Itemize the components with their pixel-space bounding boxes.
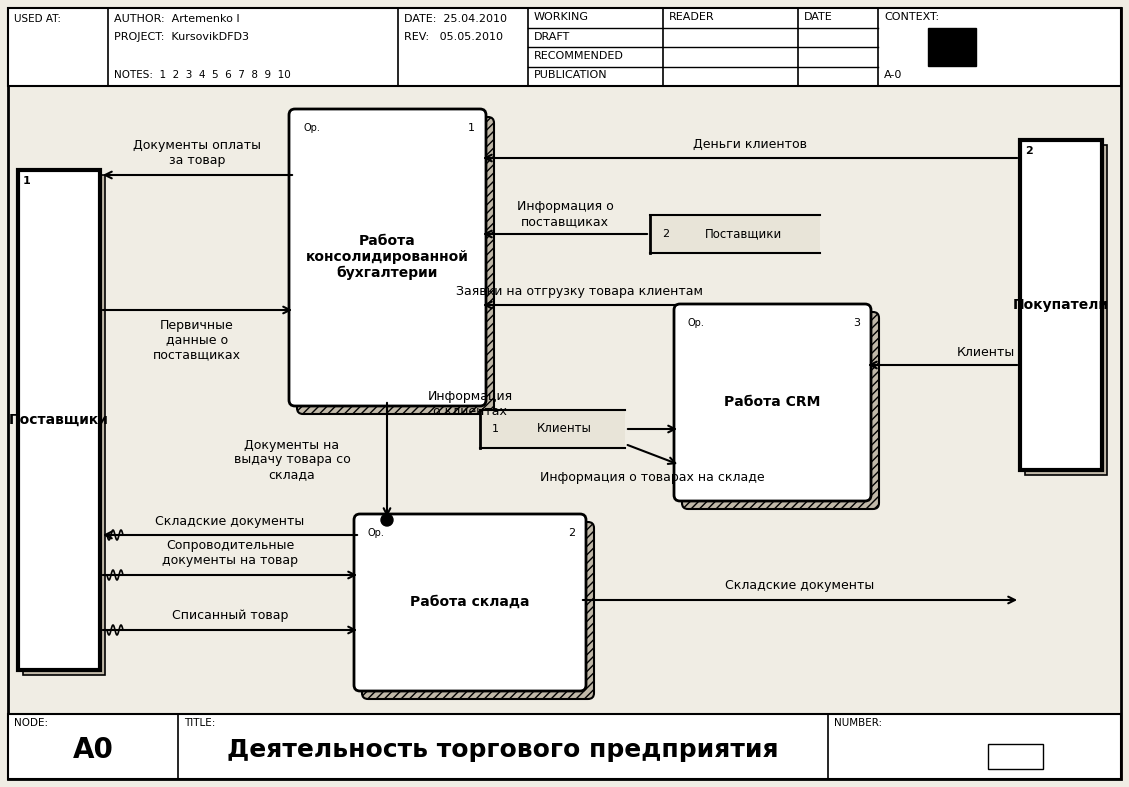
Text: Складские документы: Складские документы: [725, 579, 875, 593]
FancyBboxPatch shape: [297, 117, 495, 414]
Text: Поставщики: Поставщики: [9, 413, 108, 427]
Text: Покупатели: Покупатели: [1013, 298, 1109, 312]
Text: REV:   05.05.2010: REV: 05.05.2010: [404, 32, 504, 42]
Bar: [1025, 145, 1108, 475]
Text: Заявки на отгрузку товара клиентам: Заявки на отгрузку товара клиентам: [456, 284, 703, 297]
Bar: [1019, 140, 1102, 470]
Text: Складские документы: Складские документы: [156, 515, 305, 527]
Bar: [650, 215, 820, 253]
Text: 2: 2: [662, 229, 669, 239]
Text: 1: 1: [469, 123, 475, 133]
Text: PUBLICATION: PUBLICATION: [534, 71, 607, 80]
Text: Ор.: Ор.: [303, 123, 320, 133]
Text: RECOMMENDED: RECOMMENDED: [534, 51, 624, 61]
FancyBboxPatch shape: [674, 304, 870, 501]
Text: 3: 3: [854, 318, 860, 328]
Bar: [8, 714, 1121, 779]
Bar: [18, 170, 100, 670]
Text: NOTES:  1  2  3  4  5  6  7  8  9  10: NOTES: 1 2 3 4 5 6 7 8 9 10: [114, 70, 291, 80]
Text: Деньги клиентов: Деньги клиентов: [693, 138, 807, 150]
Text: NUMBER:: NUMBER:: [834, 718, 882, 728]
Circle shape: [380, 514, 393, 526]
Text: Документы на
выдачу товара со
склада: Документы на выдачу товара со склада: [234, 438, 350, 482]
Text: 2: 2: [568, 528, 575, 538]
Text: AUTHOR:  Artemenko I: AUTHOR: Artemenko I: [114, 14, 239, 24]
Bar: [23, 175, 105, 675]
Bar: [8, 8, 1121, 86]
Text: 2: 2: [1025, 146, 1033, 156]
Text: PROJECT:  KursovikDFD3: PROJECT: KursovikDFD3: [114, 32, 250, 42]
FancyBboxPatch shape: [289, 109, 485, 406]
Text: Клиенты: Клиенты: [536, 423, 592, 435]
Bar: [988, 744, 1043, 769]
Bar: [480, 410, 625, 448]
Text: Работа CRM: Работа CRM: [724, 395, 820, 409]
Text: NODE:: NODE:: [14, 718, 49, 728]
Text: Ор.: Ор.: [368, 528, 385, 538]
Text: Поставщики: Поставщики: [704, 227, 782, 241]
Text: Работа склада: Работа склада: [410, 595, 530, 609]
Text: Деятельность торгового предприятия: Деятельность торгового предприятия: [227, 737, 779, 762]
Text: Информация
о клиентах: Информация о клиентах: [428, 390, 513, 418]
FancyBboxPatch shape: [355, 514, 586, 691]
Text: A-0: A-0: [884, 70, 902, 80]
FancyBboxPatch shape: [362, 522, 594, 699]
Text: CONTEXT:: CONTEXT:: [884, 12, 939, 22]
Text: Документы оплаты
за товар: Документы оплаты за товар: [133, 139, 261, 167]
Text: Сопроводительные
документы на товар: Сопроводительные документы на товар: [161, 539, 298, 567]
Text: TITLE:: TITLE:: [184, 718, 216, 728]
Text: Клиенты: Клиенты: [956, 346, 1015, 360]
Text: Информация о
поставщиках: Информация о поставщиках: [517, 200, 613, 228]
Text: DATE: DATE: [804, 12, 833, 22]
Text: 1: 1: [492, 424, 499, 434]
Text: Работа
консолидированной
бухгалтерии: Работа консолидированной бухгалтерии: [306, 234, 469, 280]
Text: Ор.: Ор.: [688, 318, 704, 328]
Text: Списанный товар: Списанный товар: [172, 609, 288, 623]
Bar: [928, 28, 975, 66]
FancyBboxPatch shape: [682, 312, 879, 509]
Text: Первичные
данные о
поставщиках: Первичные данные о поставщиках: [154, 319, 240, 361]
Text: READER: READER: [669, 12, 715, 22]
Text: DRAFT: DRAFT: [534, 31, 570, 42]
Text: DATE:  25.04.2010: DATE: 25.04.2010: [404, 14, 507, 24]
Text: WORKING: WORKING: [534, 12, 589, 22]
Text: 1: 1: [23, 176, 30, 186]
Text: USED AT:: USED AT:: [14, 14, 61, 24]
Text: A0: A0: [72, 736, 113, 763]
Text: Информация о товарах на складе: Информация о товарах на складе: [540, 471, 764, 485]
